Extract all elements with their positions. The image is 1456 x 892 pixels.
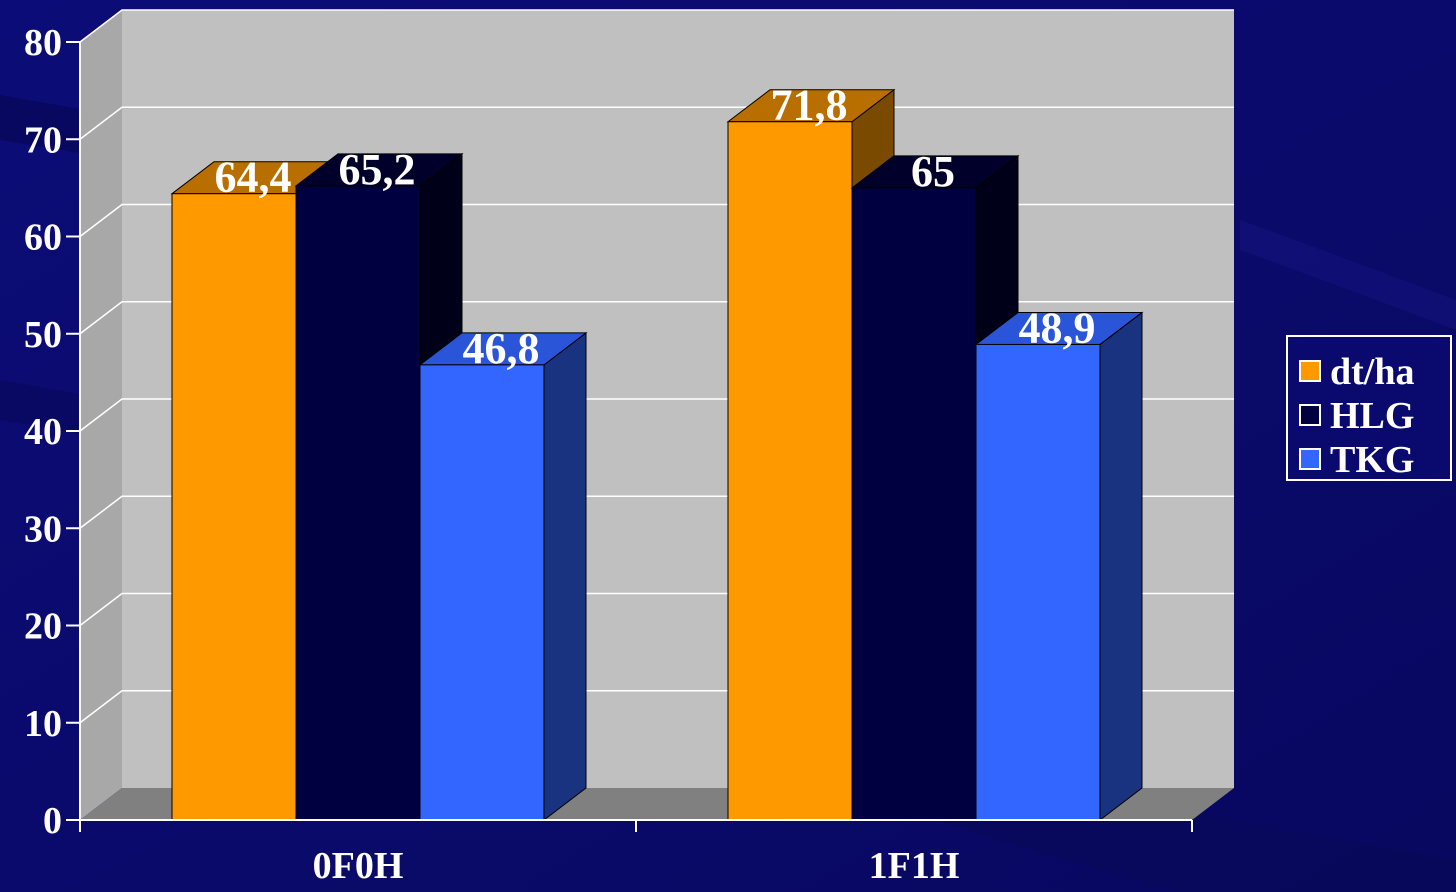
legend-swatch bbox=[1299, 360, 1321, 382]
data-label: 71,8 bbox=[771, 81, 848, 130]
bar bbox=[295, 185, 421, 821]
legend: dt/ha HLG TKG bbox=[1286, 335, 1452, 481]
bars bbox=[170, 88, 1144, 822]
data-label: 48,9 bbox=[1019, 303, 1096, 352]
y-tick-label: 0 bbox=[43, 800, 62, 842]
data-label: 65 bbox=[911, 147, 955, 196]
axes: 0 10 20 30 40 50 60 70 80 0F0H 1F1H bbox=[24, 22, 1193, 887]
legend-swatch bbox=[1299, 448, 1321, 470]
bar bbox=[727, 121, 853, 821]
bar bbox=[171, 193, 297, 821]
y-tick-label: 30 bbox=[24, 508, 62, 550]
y-tick-label: 10 bbox=[24, 703, 62, 745]
legend-swatch bbox=[1299, 404, 1321, 426]
x-category-label: 1F1H bbox=[869, 845, 960, 887]
bar-side bbox=[1099, 311, 1143, 822]
y-tick-label: 50 bbox=[24, 314, 62, 356]
x-category-label: 0F0H bbox=[313, 845, 404, 887]
data-label: 64,4 bbox=[215, 153, 292, 202]
legend-label: HLG bbox=[1330, 395, 1414, 437]
legend-label: dt/ha bbox=[1330, 351, 1414, 393]
y-tick-label: 20 bbox=[24, 606, 62, 648]
y-tick-label: 70 bbox=[24, 119, 62, 161]
bar bbox=[419, 364, 545, 821]
bar bbox=[975, 343, 1101, 821]
bar bbox=[851, 187, 977, 821]
bar-side bbox=[543, 331, 587, 822]
legend-label: TKG bbox=[1330, 439, 1414, 479]
data-labels: 64,4 65,2 46,8 71,8 65 48,9 bbox=[215, 81, 1096, 373]
y-tick-label: 40 bbox=[24, 411, 62, 453]
y-tick-label: 60 bbox=[24, 217, 62, 259]
data-label: 46,8 bbox=[463, 324, 540, 373]
gridline bbox=[79, 9, 1234, 43]
y-tick-label: 80 bbox=[24, 22, 62, 64]
data-label: 65,2 bbox=[339, 145, 416, 194]
